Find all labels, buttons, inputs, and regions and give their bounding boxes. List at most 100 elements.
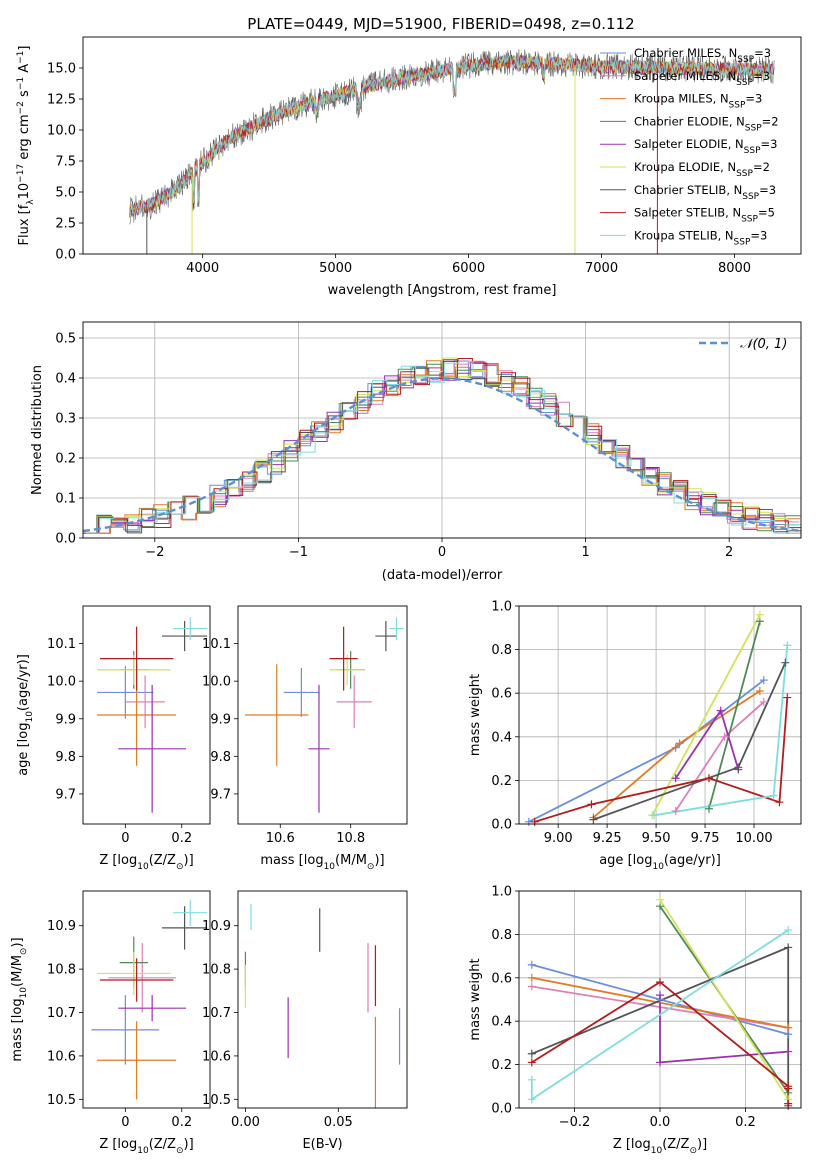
x-tick-label: 10.00 bbox=[735, 831, 772, 846]
label-part: Chabrier MILES, N bbox=[634, 46, 737, 60]
histogram-step bbox=[84, 358, 801, 534]
x-tick-label: 0.2 bbox=[735, 1115, 756, 1130]
x-tick-label: 0 bbox=[121, 1115, 129, 1130]
label-part: (age/yr)] bbox=[16, 654, 31, 711]
series-marker bbox=[527, 1058, 536, 1067]
label-part: Flux [f bbox=[17, 204, 32, 245]
label-part: SSP bbox=[742, 192, 759, 202]
label-part: (M/M bbox=[335, 853, 367, 868]
x-axis-label: age [log10(age/yr)] bbox=[599, 853, 721, 872]
series-marker bbox=[755, 687, 764, 696]
x-tick-label: 8000 bbox=[718, 261, 751, 276]
y-tick-label: 9.9 bbox=[210, 712, 231, 727]
plot-area-mass_vs_EBV bbox=[244, 904, 401, 1108]
series-marker bbox=[784, 1023, 793, 1032]
y-tick-label: 12.5 bbox=[47, 93, 76, 108]
plot-area-age_vs_Z bbox=[97, 617, 208, 813]
label-part: =2 bbox=[753, 160, 770, 174]
y-tick-label: 10.6 bbox=[47, 1049, 76, 1064]
axes-frame bbox=[518, 890, 802, 1109]
y-tick-label: 10.7 bbox=[47, 1006, 76, 1021]
axes-frame bbox=[82, 890, 211, 1109]
axes-age_vs_mass: 10.6 10.8 9.7 9.8 9.9 10.0 10.1 bbox=[202, 637, 365, 846]
y-axis-label: Normed distribution bbox=[30, 365, 45, 495]
chart-title: PLATE=0449, MJD=51900, FIBERID=0498, z=0… bbox=[247, 15, 634, 33]
label-part: 10 bbox=[19, 987, 29, 999]
plot-area-mass_vs_Z bbox=[91, 899, 208, 1100]
label-part: Salpeter MILES, N bbox=[634, 69, 736, 83]
series-marker bbox=[656, 1058, 664, 1067]
y-tick-label: 10.0 bbox=[202, 675, 231, 690]
label-part: =3 bbox=[753, 69, 770, 83]
y-tick-label: 0.0 bbox=[491, 818, 512, 833]
label-part: ] bbox=[17, 46, 32, 51]
series-marker bbox=[527, 973, 536, 982]
x-tick-label: 9.75 bbox=[691, 831, 720, 846]
series-marker bbox=[784, 1084, 793, 1093]
series-marker bbox=[720, 732, 729, 741]
x-axis-label: Z [log10(Z/Z⊙)] bbox=[99, 1137, 193, 1156]
series-marker bbox=[587, 800, 596, 809]
x-tick-label: 9.25 bbox=[593, 831, 622, 846]
y-tick-label: 1.0 bbox=[491, 885, 512, 900]
label-part: =3 bbox=[759, 183, 776, 197]
y-tick-label: 2.5 bbox=[55, 217, 76, 232]
x-tick-label: 5000 bbox=[319, 261, 352, 276]
series-line bbox=[651, 614, 761, 816]
y-tick-label: 0.4 bbox=[55, 372, 76, 387]
label-part: Normed distribution bbox=[30, 365, 45, 495]
label-part: 10 bbox=[17, 183, 32, 200]
series-line bbox=[674, 701, 765, 812]
series-marker bbox=[530, 817, 539, 826]
legend-entry: Salpeter ELODIE, NSSP=3 bbox=[634, 137, 777, 156]
y-tick-label: 0.8 bbox=[491, 643, 512, 658]
histogram-step bbox=[85, 361, 801, 534]
y-tick-label: 9.7 bbox=[210, 787, 231, 802]
label-part: (Z/Z bbox=[662, 1137, 689, 1152]
series-marker bbox=[784, 1047, 793, 1056]
x-tick-label: −0.2 bbox=[559, 1115, 591, 1130]
label-part: =3 bbox=[761, 137, 778, 151]
label-part: Z [log bbox=[99, 853, 137, 868]
x-axis-label: Z [log10(Z/Z⊙)] bbox=[613, 1137, 707, 1156]
y-tick-label: 10.1 bbox=[202, 637, 231, 652]
series-marker bbox=[589, 815, 598, 824]
legend-entry: Chabrier STELIB, NSSP=3 bbox=[634, 183, 776, 202]
histogram-step bbox=[83, 360, 800, 534]
plot-area-spectrum bbox=[129, 49, 775, 254]
histogram-step bbox=[83, 363, 801, 534]
series-marker bbox=[656, 895, 664, 904]
series-marker bbox=[783, 641, 792, 650]
axes-mass_vs_Z: 0 0.2 10.5 10.6 10.7 10.8 10.9 bbox=[47, 919, 192, 1130]
label-part: −17 bbox=[16, 164, 26, 183]
y-axis-label: mass weight bbox=[468, 674, 483, 756]
label-part: −2 bbox=[16, 101, 26, 114]
axes-frame bbox=[237, 605, 408, 825]
label-part: )] bbox=[10, 937, 25, 947]
series-marker bbox=[656, 978, 664, 987]
label-part: Z [log bbox=[99, 1137, 137, 1152]
label-part: ⊙ bbox=[176, 862, 184, 872]
series-marker bbox=[650, 811, 659, 820]
axes-frame bbox=[237, 890, 408, 1109]
label-part: age [log bbox=[599, 853, 652, 868]
label-part: s bbox=[17, 90, 32, 101]
plot-area-residuals bbox=[83, 357, 801, 534]
x-tick-label: 2 bbox=[725, 545, 733, 560]
label-part: ⊙ bbox=[689, 1146, 697, 1156]
legend-entry: Salpeter STELIB, NSSP=5 bbox=[634, 206, 775, 225]
label-part: SSP bbox=[736, 169, 753, 179]
series-marker bbox=[784, 943, 793, 952]
y-tick-label: 7.5 bbox=[55, 155, 76, 170]
x-tick-label: 9.00 bbox=[544, 831, 573, 846]
label-part: age [log bbox=[16, 723, 31, 776]
x-tick-label: 9.50 bbox=[642, 831, 671, 846]
x-tick-label: 4000 bbox=[186, 261, 219, 276]
label-part: mass weight bbox=[468, 674, 483, 756]
y-tick-label: 15.0 bbox=[47, 62, 76, 77]
series-marker bbox=[527, 982, 536, 991]
y-tick-label: 0.0 bbox=[491, 1102, 512, 1117]
legend-entry-gauss: 𝒩(0, 1) bbox=[740, 337, 787, 352]
label-part: 10 bbox=[137, 862, 149, 872]
